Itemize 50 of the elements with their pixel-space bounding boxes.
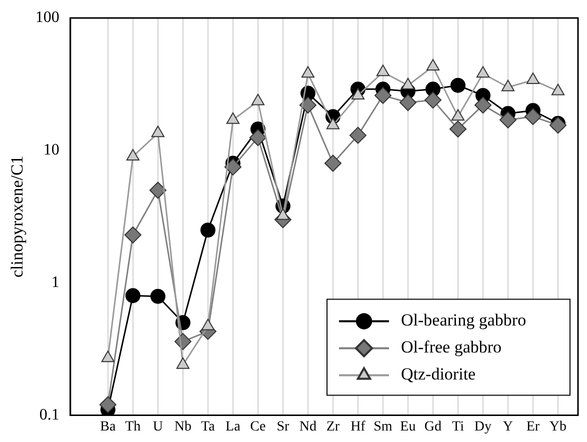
point <box>150 288 166 304</box>
point <box>224 158 242 176</box>
legend-label: Ol-bearing gabbro <box>401 310 526 330</box>
x-tick-label: Th <box>125 419 141 434</box>
x-tick-label: Ta <box>201 419 216 434</box>
x-tick-label: Sm <box>374 419 392 434</box>
point <box>524 108 542 126</box>
point <box>125 288 140 304</box>
point <box>499 111 516 128</box>
point <box>124 226 142 244</box>
x-tick-label: Nd <box>299 419 317 434</box>
legend-label: Qtz-diorite <box>401 364 476 384</box>
x-tick-label: Gd <box>424 419 442 434</box>
x-tick-label: Ce <box>250 419 266 434</box>
point <box>349 126 366 144</box>
point <box>399 94 416 112</box>
legend-label: Ol-free gabbro <box>401 338 502 357</box>
point <box>374 86 392 104</box>
y-tick-label: 0.1 <box>39 406 60 424</box>
x-tick-label: Nb <box>174 419 192 434</box>
x-tick-label: Ba <box>100 419 116 434</box>
point <box>424 92 442 109</box>
point <box>451 109 465 121</box>
x-tick-label: Dy <box>474 419 492 434</box>
point <box>324 154 342 172</box>
point <box>549 116 566 134</box>
x-tick-label: Zr <box>326 419 340 434</box>
x-tick-label: Sr <box>276 419 290 434</box>
point <box>200 222 216 238</box>
x-tick-label: Hf <box>350 419 366 434</box>
x-tick-label: U <box>152 419 163 434</box>
x-tick-label: Ti <box>452 419 464 434</box>
y-tick-label: 10 <box>43 142 60 159</box>
y-tick-label: 1 <box>51 274 60 292</box>
point <box>449 120 466 138</box>
x-tick-label: Y <box>502 419 514 434</box>
x-tick-label: Er <box>526 419 540 434</box>
x-tick-label: La <box>226 419 242 434</box>
point <box>450 78 466 93</box>
y-tick-label: 100 <box>35 9 60 26</box>
point <box>249 129 266 146</box>
x-tick-label: Yb <box>549 419 567 434</box>
point <box>474 96 492 114</box>
point <box>299 96 316 114</box>
point <box>149 182 166 199</box>
y-axis-title: clinopyroxene/C1 <box>8 156 27 278</box>
point <box>426 59 440 71</box>
point <box>526 72 540 84</box>
point <box>99 396 116 414</box>
x-tick-label: Eu <box>400 419 416 434</box>
